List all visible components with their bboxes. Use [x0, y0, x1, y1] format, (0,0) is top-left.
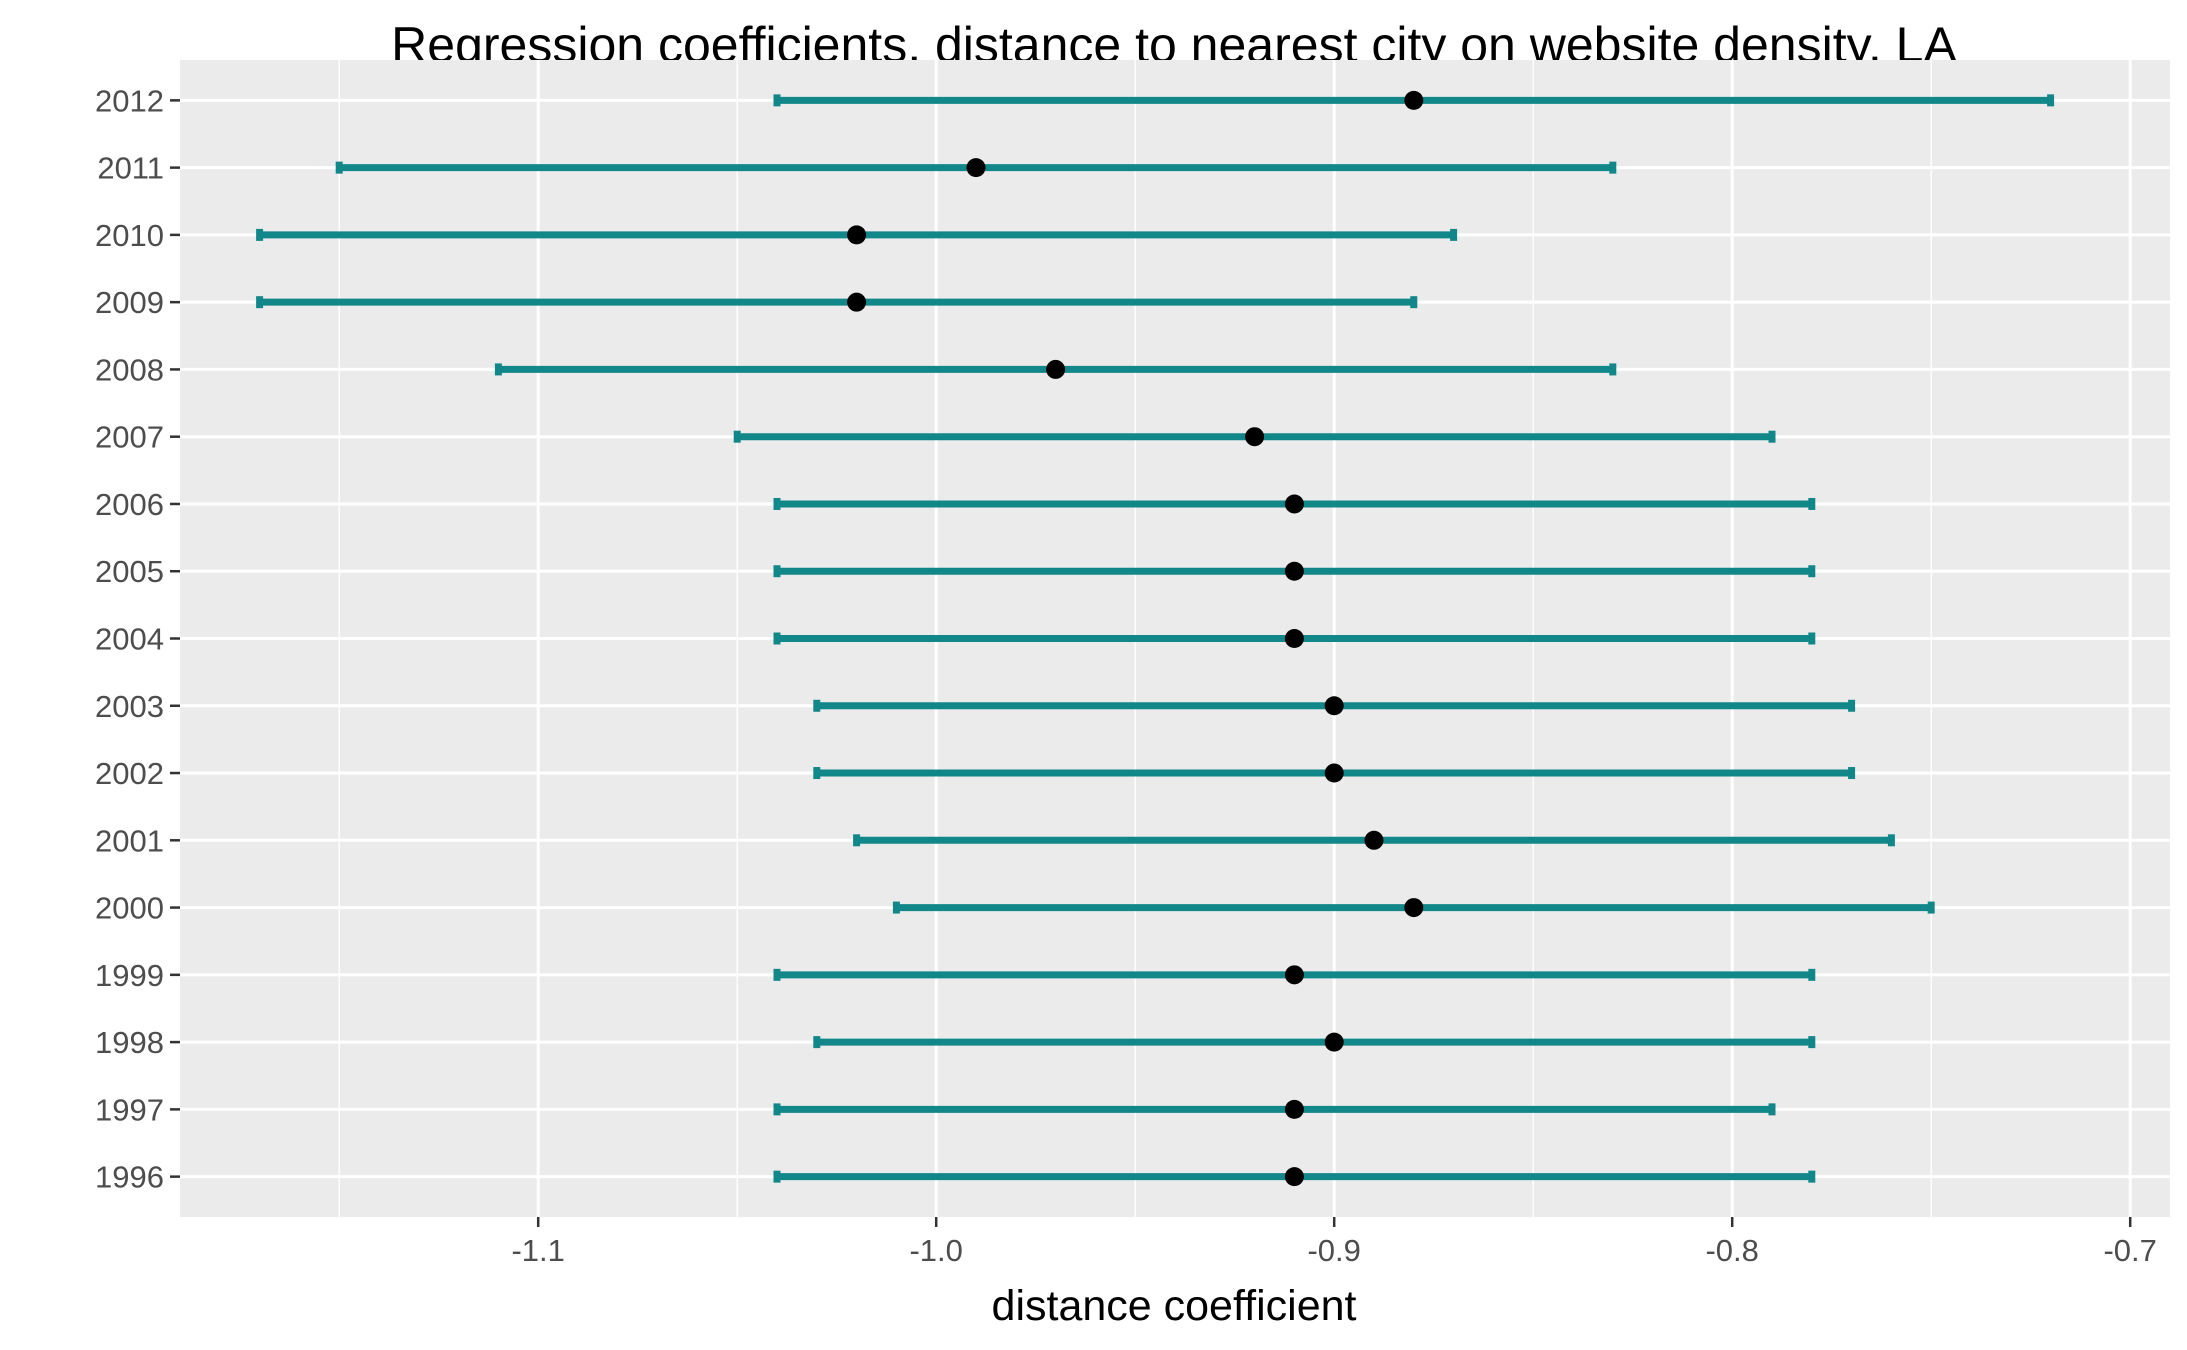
- y-tick-label: 2003: [95, 689, 164, 724]
- y-tick-label: 2005: [95, 554, 164, 589]
- estimate-point: [1404, 898, 1424, 918]
- y-tick-label: 2004: [95, 622, 164, 657]
- estimate-point: [1284, 1099, 1304, 1119]
- estimate-point: [1324, 763, 1344, 783]
- estimate-point: [1245, 427, 1265, 447]
- estimate-point: [1284, 494, 1304, 514]
- x-tick-label: -1.1: [511, 1233, 564, 1268]
- x-tick-label: -0.9: [1307, 1233, 1360, 1268]
- y-tick-label: 2001: [95, 823, 164, 858]
- y-tick-label: 2002: [95, 756, 164, 791]
- estimate-point: [1324, 1032, 1344, 1052]
- x-tick-label: -0.7: [2103, 1233, 2156, 1268]
- estimate-point: [1284, 965, 1304, 985]
- estimate-point: [847, 225, 867, 245]
- estimate-point: [847, 292, 867, 312]
- estimate-point: [1364, 830, 1384, 850]
- y-tick-label: 1997: [95, 1092, 164, 1127]
- y-tick-label: 2012: [95, 83, 164, 118]
- estimate-point: [1404, 90, 1424, 110]
- y-tick-label: 1998: [95, 1025, 164, 1060]
- x-tick-label: -0.8: [1705, 1233, 1758, 1268]
- y-axis: 1996 1997 1998 1999 2000 2001 2002 2003 2004 2005…: [95, 83, 180, 1195]
- y-tick-label: 2008: [95, 352, 164, 387]
- estimate-point: [1046, 359, 1066, 379]
- estimate-points: [847, 90, 1424, 1187]
- estimate-point: [966, 158, 986, 178]
- y-tick-label: 2010: [95, 218, 164, 253]
- y-tick-label: 2000: [95, 891, 164, 926]
- estimate-point: [1324, 696, 1344, 716]
- y-tick-label: 2009: [95, 285, 164, 320]
- y-tick-label: 2007: [95, 420, 164, 455]
- x-axis: -1.1 -1.0 -0.9 -0.8 -0.7: [511, 1217, 2157, 1268]
- y-tick-label: 2006: [95, 487, 164, 522]
- y-tick-label: 1999: [95, 958, 164, 993]
- estimate-point: [1284, 629, 1304, 648]
- estimate-point: [1284, 561, 1304, 581]
- estimate-point: [1284, 1167, 1304, 1187]
- y-tick-label: 2011: [97, 151, 164, 186]
- x-axis-title: distance coefficient: [992, 1282, 1357, 1330]
- x-tick-label: -1.0: [909, 1233, 962, 1268]
- y-tick-label: 1996: [95, 1160, 164, 1195]
